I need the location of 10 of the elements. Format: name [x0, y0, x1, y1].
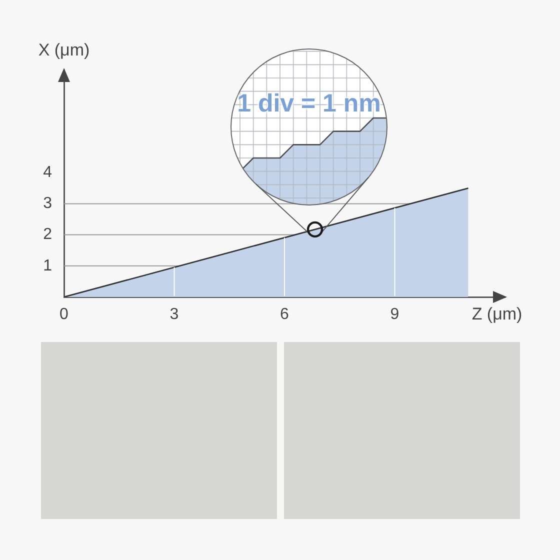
y-axis-title: X (μm)	[38, 40, 90, 60]
x-tick-label: 0	[60, 306, 69, 324]
x-tick-label: 6	[280, 306, 290, 324]
x-axis-title: Z (μm)	[472, 304, 522, 324]
x-tick-label: 9	[390, 306, 400, 324]
y-tick-label: 4	[43, 164, 52, 182]
y-tick-label: 3	[43, 195, 52, 212]
x-tick-label: 3	[170, 306, 179, 324]
y-tick-label: 2	[43, 226, 52, 244]
y-tick-label: 1	[43, 257, 52, 274]
